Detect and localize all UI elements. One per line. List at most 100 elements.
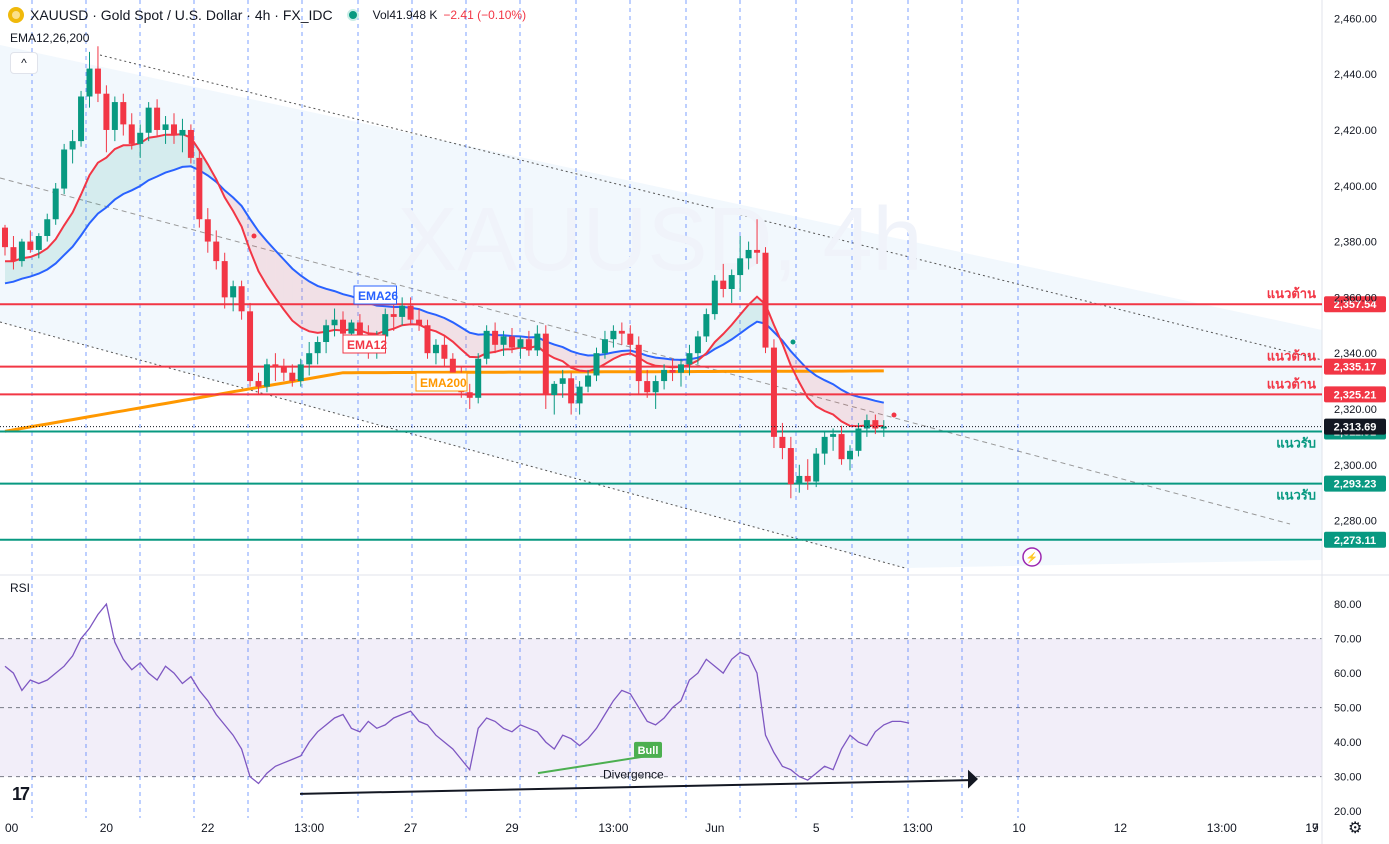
channel-mid-line [0,177,1291,525]
ema-cloud-segment [5,261,14,284]
candle [635,344,642,382]
candle [627,333,634,345]
candle [204,219,211,242]
candle [475,358,482,398]
time-tick: 20 [100,821,114,835]
ema-cloud-segment [579,353,588,372]
time-tick: 29 [505,821,519,835]
price-tick: 2,400.00 [1334,181,1377,193]
indicator-legend[interactable]: EMA12,26,200 [10,31,90,45]
rsi-tick: 20.00 [1334,806,1362,818]
arrow-right-icon [968,769,978,789]
level-label-4: แนวรับ [1276,488,1316,503]
ema-cloud-segment [165,134,174,173]
bull-label-bg [634,741,662,758]
volume-label: Vol [372,8,390,22]
symbol-title[interactable]: XAUUSD · Gold Spot / U.S. Dollar · 4h · … [30,7,333,23]
ema-cloud-segment [461,327,470,357]
price-tag-bg-0 [1324,296,1386,313]
candle [416,319,423,326]
ema-label-box [353,285,397,305]
candle [171,124,177,136]
candle [314,342,321,354]
candle [162,124,169,130]
candle [585,375,592,387]
candle [517,339,524,348]
candle [593,353,600,376]
candle [111,102,118,130]
candle [289,372,296,382]
ema-cloud-segment [664,358,673,368]
rsi-line [4,602,910,785]
candle [103,93,110,130]
candle [559,378,566,384]
time-tick: 13:00 [294,821,324,835]
ema-cloud-segment [740,304,749,334]
candle [694,336,701,354]
ema-cloud-segment [258,231,267,286]
ema12-line [5,133,884,428]
candle [686,353,693,365]
ema-cloud-segment [55,225,65,264]
candle [542,333,549,396]
candle [525,339,532,351]
candle [568,378,575,404]
time-tick: Jun [705,821,724,835]
gear-icon[interactable]: ⚙ [1348,820,1363,837]
candle [804,475,811,482]
ema-cloud-segment [292,268,301,328]
price-tick: 2,460.00 [1334,13,1377,25]
candle [94,68,101,94]
candle [847,450,853,460]
ema-cloud-segment [97,157,107,214]
candle [382,314,389,337]
candle [179,129,186,136]
rsi-tick: 70.00 [1334,634,1362,646]
candle [703,314,710,337]
candle [492,330,499,345]
candle [754,249,761,253]
candle [238,286,245,312]
channel-lower-line [0,321,906,569]
rsi-pane-label[interactable]: RSI [10,581,31,595]
ema-cloud-segment [841,389,850,426]
ema-cloud-segment [21,257,31,279]
candle [263,364,270,387]
price-tag-5: 2,273.11 [1334,535,1376,547]
candle [61,149,68,189]
time-tick: 12 [1114,821,1128,835]
ema-cloud-segment [850,394,859,427]
price-tag-bg-5 [1324,531,1386,548]
candle [728,275,735,289]
candle [838,434,845,460]
collapse-legend-button[interactable]: ^ [10,52,38,74]
candle [348,322,355,334]
candle [779,436,786,449]
time-tick: 22 [201,821,215,835]
ema-cloud-segment [38,248,48,274]
candle [331,319,338,326]
candle [297,364,304,382]
ema-cloud-segment [275,250,284,310]
ema-cloud-segment [731,314,741,340]
ema-cloud-segment [157,134,166,177]
gold-coin-icon [8,7,24,23]
price-tick: 2,420.00 [1334,125,1377,137]
price-tag-bg-1 [1324,358,1386,375]
candle [221,261,228,298]
ema-cloud-segment [469,332,479,358]
ema-cloud-segment [250,218,259,272]
candle [120,102,127,125]
level-label-2: แนวต้าน [1267,376,1316,391]
candle [669,369,676,373]
ema-cloud-segment [174,134,183,170]
candle [323,325,330,343]
time-tick: 13:00 [1207,821,1237,835]
price-tick: 2,300.00 [1334,460,1377,472]
time-tick: 5 [813,821,820,835]
level-label-3: แนวรับ [1276,436,1316,451]
ema-label-ema200: EMA200 [420,376,467,390]
price-tick: 2,360.00 [1334,292,1377,304]
candle [449,358,456,376]
